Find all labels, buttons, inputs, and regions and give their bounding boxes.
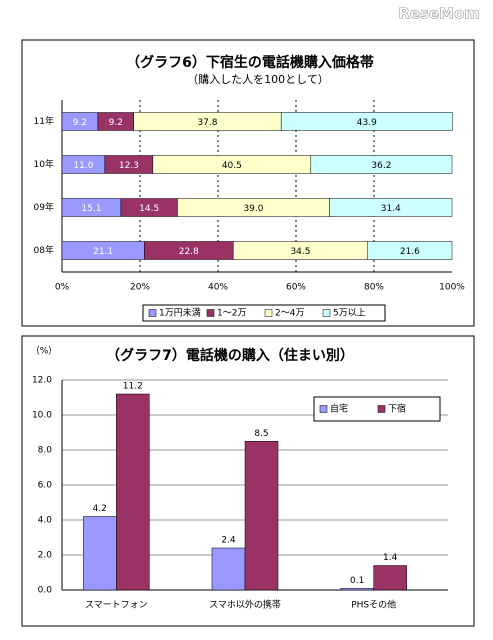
bar xyxy=(116,393,150,591)
bar xyxy=(340,588,374,591)
value-label: 0.1 xyxy=(350,576,364,586)
x-tick-label: 40% xyxy=(208,283,228,293)
value-label: 9.2 xyxy=(109,118,123,128)
x-tick-label: 20% xyxy=(130,283,150,293)
value-label: 22.8 xyxy=(179,247,199,257)
value-label: 31.4 xyxy=(381,204,401,214)
value-label: 12.3 xyxy=(119,161,139,171)
value-label: 8.5 xyxy=(254,429,268,439)
legend-label: 自宅 xyxy=(330,403,348,415)
legend-swatch xyxy=(206,309,215,317)
y-tick-label: 0.0 xyxy=(38,586,53,596)
value-label: 2.4 xyxy=(221,536,236,546)
bar xyxy=(329,198,453,217)
x-tick-label: 100% xyxy=(439,283,465,293)
value-label: 1.4 xyxy=(383,553,398,563)
chart-title: （グラフ6）下宿生の電話機購入価格帯 xyxy=(126,54,374,71)
legend-swatch xyxy=(148,309,157,317)
x-tick-label: PHSその他 xyxy=(351,599,396,611)
bar xyxy=(373,565,407,591)
bar xyxy=(310,155,453,174)
y-tick-label: 08年 xyxy=(34,244,54,256)
bar xyxy=(280,112,453,131)
x-tick-label: 0% xyxy=(55,283,70,293)
legend-label: 2～4万 xyxy=(275,309,304,319)
value-label: 34.5 xyxy=(290,247,310,257)
value-label: 14.5 xyxy=(139,204,159,214)
x-tick-label: スマホ以外の携帯 xyxy=(209,599,281,611)
value-label: 39.0 xyxy=(243,204,263,214)
x-tick-label: 80% xyxy=(364,283,384,293)
value-label: 40.5 xyxy=(222,161,242,171)
value-label: 9.2 xyxy=(73,118,87,128)
value-label: 43.9 xyxy=(357,118,377,128)
value-label: 4.2 xyxy=(93,504,107,514)
y-tick-label: 8.0 xyxy=(38,446,53,456)
bar xyxy=(211,547,246,591)
y-tick-label: 6.0 xyxy=(38,481,53,491)
legend-label: 下宿 xyxy=(388,403,406,415)
legend-box xyxy=(142,304,386,322)
y-tick-label: 10年 xyxy=(34,158,54,170)
chart-subtitle: （購入した人を100として） xyxy=(187,72,329,86)
y-tick-label: 09年 xyxy=(34,201,54,213)
bar xyxy=(83,516,117,591)
x-tick-label: スマートフォン xyxy=(85,601,148,611)
bar xyxy=(244,441,279,591)
value-label: 21.6 xyxy=(400,247,420,257)
y-tick-label: 4.0 xyxy=(38,516,53,526)
y-tick-label: 12.0 xyxy=(32,376,52,386)
legend-label: 1～2万 xyxy=(217,309,246,319)
value-label: 15.1 xyxy=(81,204,101,214)
legend-box xyxy=(313,396,441,422)
value-label: 11.2 xyxy=(123,382,143,392)
legend-swatch xyxy=(264,309,273,317)
value-label: 37.8 xyxy=(197,118,217,128)
value-label: 11.0 xyxy=(73,161,93,171)
chart-title: （グラフ7）電話機の購入（住まい別） xyxy=(106,347,354,364)
value-label: 21.1 xyxy=(93,247,113,257)
logo: ReseMom xyxy=(398,5,480,23)
chart-frame xyxy=(21,39,475,327)
y-tick-label: 11年 xyxy=(34,115,54,127)
legend-swatch xyxy=(319,405,328,413)
y-tick-label: 2.0 xyxy=(38,551,53,561)
bar xyxy=(367,241,453,260)
legend-label: 5万以上 xyxy=(333,308,366,319)
legend-swatch xyxy=(322,309,331,317)
y-axis-label: （%） xyxy=(31,346,58,357)
value-label: 36.2 xyxy=(371,161,391,171)
legend-swatch xyxy=(377,405,386,413)
x-tick-label: 60% xyxy=(286,283,306,293)
legend-label: 1万円未満 xyxy=(159,307,201,319)
y-tick-label: 10.0 xyxy=(32,411,52,421)
